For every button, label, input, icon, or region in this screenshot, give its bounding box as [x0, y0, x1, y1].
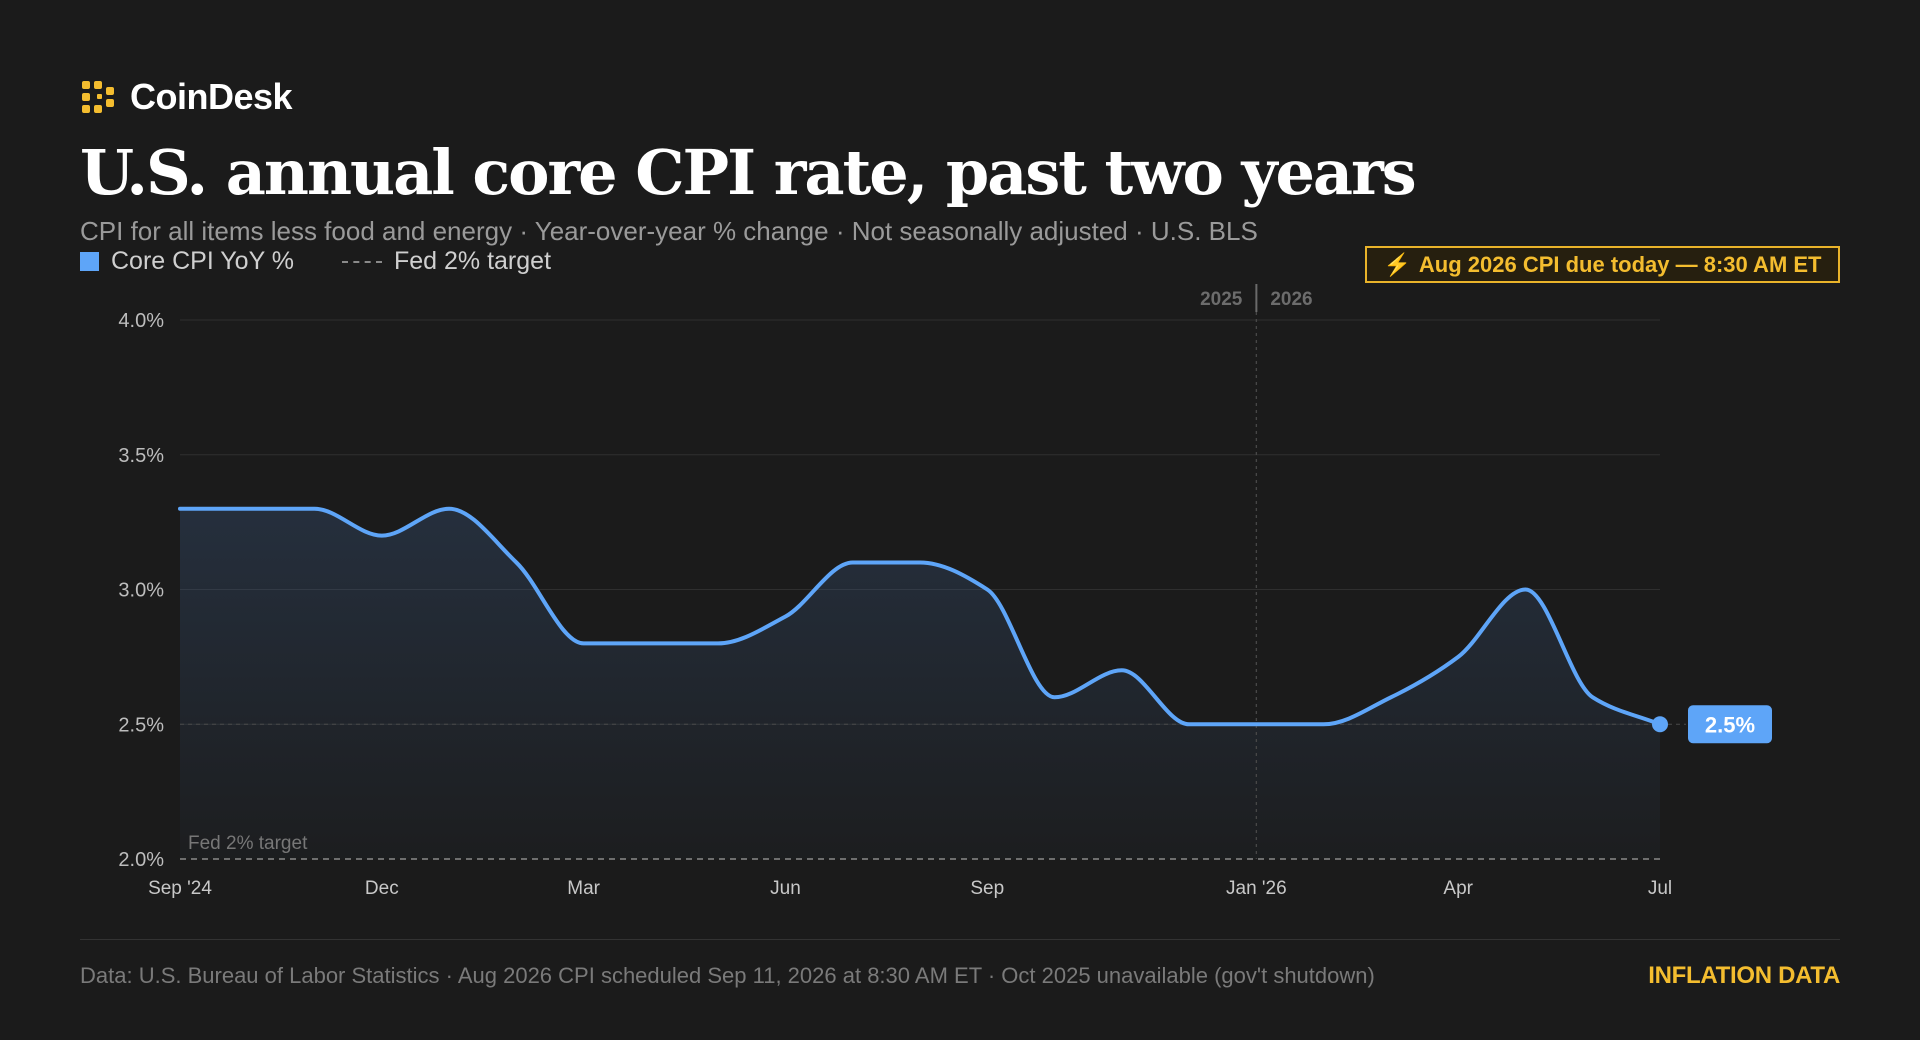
data-point	[1590, 694, 1596, 700]
core-cpi-chart: 4.0% 3.5% 3.0% 2.5% 2.0% Fed 2% target 2025 202…	[118, 284, 1772, 899]
legend-swatch-core-cpi	[80, 252, 99, 271]
x-tick-label: Mar	[567, 878, 600, 899]
y-tick-label: 2.0%	[118, 849, 164, 871]
legend-label-fed-target: Fed 2% target	[393, 247, 552, 275]
legend: Core CPI YoY % Fed 2% target	[80, 247, 551, 276]
y-tick-label: 3.0%	[118, 580, 164, 602]
data-point	[984, 587, 990, 593]
brand-name: CoinDesk	[130, 76, 293, 117]
data-point	[1455, 654, 1461, 660]
data-point	[379, 533, 385, 539]
coindesk-logo-icon	[82, 81, 114, 113]
chart-subtitle: CPI for all items less food and energy ·…	[80, 216, 1258, 246]
data-point	[1522, 587, 1528, 593]
data-point	[715, 640, 721, 646]
x-tick-label: Jan '26	[1226, 878, 1287, 899]
x-tick-label: Jul	[1648, 878, 1672, 899]
data-point	[244, 506, 250, 512]
data-point	[648, 640, 654, 646]
data-point	[782, 613, 788, 619]
y-tick-label: 4.0%	[118, 310, 164, 332]
series-area-fill	[180, 508, 1660, 859]
data-point	[1119, 667, 1125, 673]
data-point	[581, 640, 587, 646]
data-point	[1052, 694, 1058, 700]
data-point	[513, 560, 519, 566]
source-note: Data: U.S. Bureau of Labor Statistics · …	[80, 963, 1375, 988]
chart-title: U.S. annual core CPI rate, past two year…	[80, 136, 1417, 209]
lightning-icon: ⚡	[1383, 251, 1411, 277]
fed-target-label: Fed 2% target	[188, 833, 308, 854]
legend-dash-fed-target	[341, 260, 382, 263]
x-tick-label: Apr	[1443, 878, 1473, 899]
brand[interactable]: CoinDesk	[80, 76, 293, 118]
data-point	[177, 506, 183, 512]
y-tick-label: 2.5%	[118, 714, 164, 736]
data-point	[1321, 721, 1327, 727]
latest-point	[1652, 716, 1668, 733]
x-tick-label: Dec	[365, 878, 399, 899]
latest-value-badge	[1688, 705, 1772, 744]
cpi-release-callout: ⚡ Aug 2026 CPI due today — 8:30 AM ET	[1365, 246, 1840, 283]
year-label-right: 2026	[1270, 289, 1312, 310]
legend-label-core-cpi: Core CPI YoY %	[111, 247, 294, 275]
year-label-left: 2025	[1200, 289, 1243, 310]
data-point	[1388, 694, 1394, 700]
data-point	[312, 506, 318, 512]
data-point	[446, 506, 452, 512]
data-point	[917, 560, 923, 566]
latest-value-label: 2.5%	[1705, 712, 1755, 737]
y-tick-label: 3.5%	[118, 445, 164, 467]
series-line-core-cpi	[178, 506, 1662, 727]
x-tick-label: Jun	[770, 878, 801, 899]
footer-divider	[80, 939, 1840, 940]
x-tick-label: Sep '24	[148, 878, 212, 899]
section-tag[interactable]: INFLATION DATA	[1648, 962, 1840, 989]
x-tick-label: Sep	[970, 878, 1004, 899]
callout-text: Aug 2026 CPI due today — 8:30 AM ET	[1418, 251, 1822, 277]
data-point	[850, 560, 856, 566]
data-point	[1186, 721, 1192, 727]
data-point	[1253, 721, 1259, 727]
